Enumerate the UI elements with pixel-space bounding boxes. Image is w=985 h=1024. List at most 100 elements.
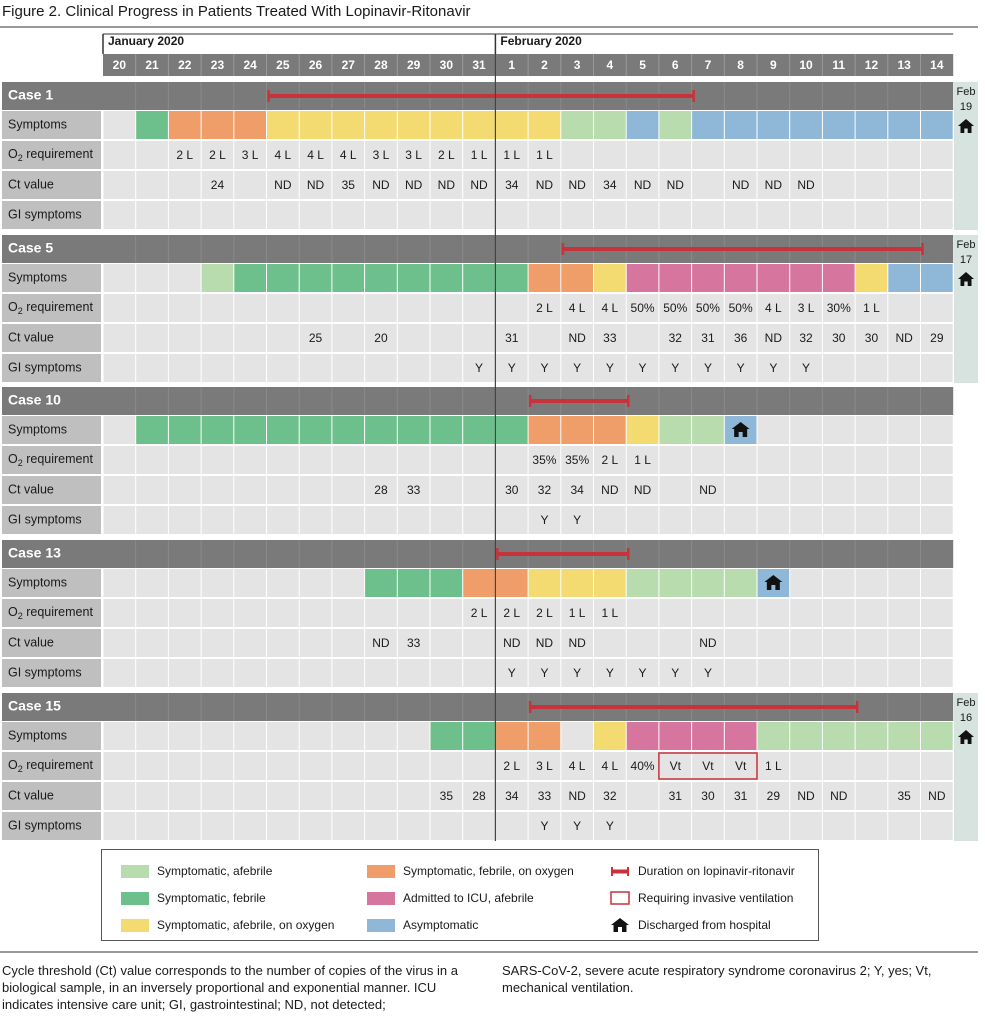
grid-cell [299,141,332,169]
grid-cell [103,599,136,627]
symptom-cell [430,569,463,597]
symptom-cell [528,416,561,444]
day-label: 10 [799,58,813,72]
grid-cell [855,506,888,534]
symptom-cell [495,722,528,750]
grid-cell [201,354,234,382]
symptom-cell [888,722,920,750]
symptom-cell [528,569,561,597]
grid-cell [103,629,136,657]
ct-value: 24 [211,178,225,192]
gi-value: Y [704,666,712,680]
grid-cell [201,629,234,657]
grid-cell [267,294,299,322]
grid-cell [463,201,495,229]
grid-cell [790,752,822,780]
grid-cell [365,782,397,810]
grid-cell [299,354,332,382]
grid-cell [888,629,920,657]
symptom-cell [921,569,953,597]
grid-cell [921,752,953,780]
grid-cell [692,141,724,169]
grid-cell [365,629,397,657]
symptom-cell [790,264,822,292]
grid-cell [594,812,626,840]
month-label: February 2020 [500,34,582,48]
grid-cell [332,354,365,382]
legend-label: Symptomatic, afebrile [157,864,273,878]
day-label: 12 [865,58,879,72]
grid-cell [659,812,692,840]
gi-value: Y [606,819,614,833]
symptom-cell [692,569,724,597]
grid-cell [136,171,168,199]
grid-cell [463,476,495,504]
row-label-bg [2,569,101,597]
o2-value: 50% [729,301,753,315]
grid-cell [692,782,724,810]
grid-cell [103,446,136,474]
symptom-cell [626,111,659,139]
gi-value: Y [508,666,516,680]
grid-cell [234,201,266,229]
grid-cell [136,599,168,627]
symptom-cell [659,722,692,750]
symptom-cell [299,264,332,292]
grid-cell [692,599,724,627]
grid-cell [561,782,593,810]
row-label: O2 requirement [8,300,93,316]
discharge-month: Feb [957,239,976,251]
grid-cell [790,171,822,199]
grid-cell [724,446,757,474]
grid-cell [463,171,495,199]
legend-swatch [367,891,395,905]
row-label: GI symptoms [8,818,82,832]
grid-cell [299,476,332,504]
grid-cell [528,599,561,627]
symptom-cell [463,569,495,597]
grid-cell [921,446,953,474]
o2-value: 1 L [602,606,619,620]
grid-cell [757,446,790,474]
grid-cell [822,171,855,199]
grid-cell [561,659,593,687]
ct-value: 33 [603,331,617,345]
grid-cell [822,599,855,627]
o2-value: 1 L [536,148,553,162]
grid-cell [495,294,528,322]
grid-cell [103,324,136,352]
grid-cell [888,752,920,780]
grid-cell [365,812,397,840]
symptom-cell [365,569,397,597]
grid-cell [136,201,168,229]
row-label-bg [2,782,101,810]
grid-cell [267,446,299,474]
symptom-cell [332,111,365,139]
day-label: 6 [672,58,679,72]
row-label-bg [2,111,101,139]
symptom-cell [855,264,888,292]
ct-value: 33 [407,636,421,650]
house-door [964,739,968,744]
symptom-cell [822,264,855,292]
symptom-cell [594,569,626,597]
symptom-cell [822,416,855,444]
grid-cell [136,446,168,474]
gi-value: Y [769,361,777,375]
row-label: Ct value [8,635,54,649]
row-label: GI symptoms [8,360,82,374]
o2-value: 1 L [569,606,586,620]
day-label: 25 [276,58,290,72]
grid-cell [299,629,332,657]
grid-cell [659,629,692,657]
ct-value: 34 [505,789,519,803]
grid-cell [692,294,724,322]
grid-cell [136,506,168,534]
symptom-cell [528,264,561,292]
grid-cell [267,354,299,382]
symptom-cell [790,111,822,139]
symptom-cell [692,722,724,750]
row-label-bg [2,506,101,534]
grid-cell [495,812,528,840]
grid-cell [528,506,561,534]
